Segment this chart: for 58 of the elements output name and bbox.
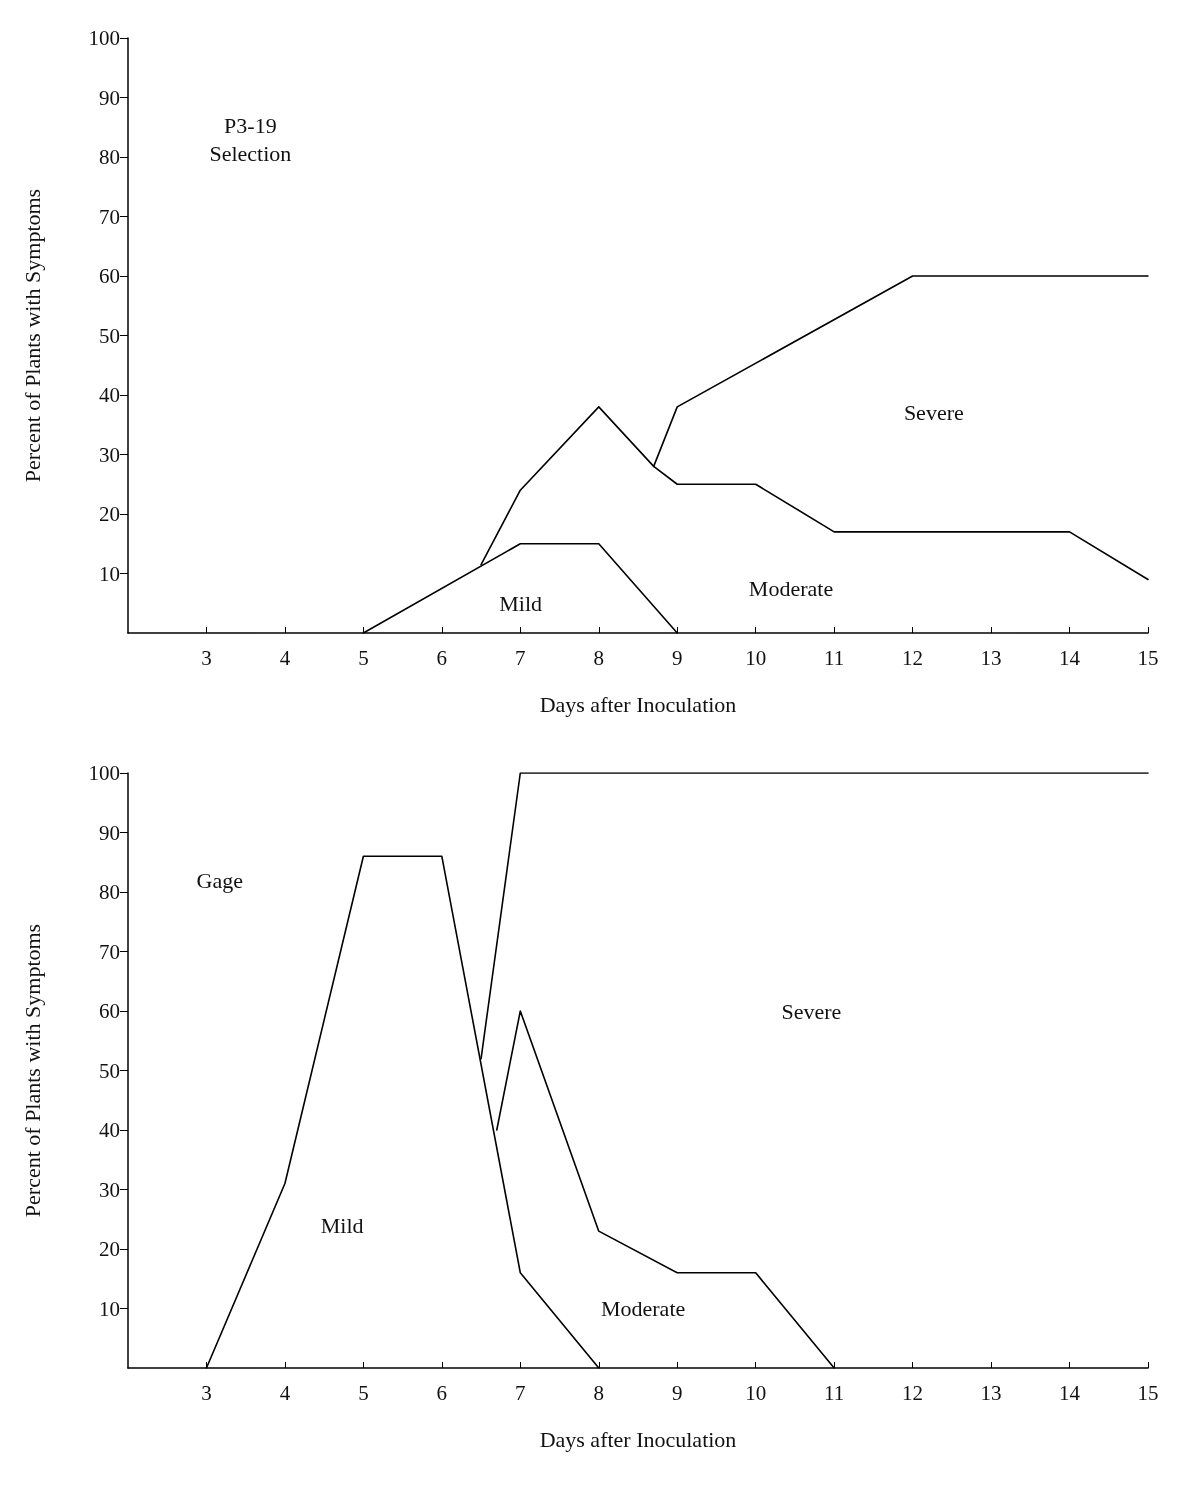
x-tick-label: 6	[436, 1380, 448, 1405]
x-tick-label: 12	[902, 645, 924, 670]
x-tick-label: 3	[201, 1380, 212, 1405]
y-tick-label: 90	[99, 820, 120, 845]
x-tick-label: 14	[1059, 645, 1081, 670]
y-tick-label: 70	[99, 939, 120, 964]
y-tick-label: 30	[99, 1177, 120, 1202]
y-tick-label: 20	[99, 1237, 120, 1261]
y-tick-label: 80	[99, 880, 120, 904]
y-tick-label: 20	[99, 502, 120, 526]
y-axis-title: Percent of Plants with Symptoms	[19, 923, 45, 1218]
y-tick-label: 10	[99, 561, 120, 586]
x-tick-label: 5	[358, 645, 369, 670]
x-tick-label: 4	[279, 645, 291, 670]
y-tick-label: 50	[99, 1058, 120, 1083]
x-tick-label: 12	[902, 1380, 924, 1405]
x-tick-label: 4	[279, 1380, 291, 1405]
x-tick-label: 5	[358, 1380, 369, 1405]
y-tick-label: 50	[99, 323, 120, 348]
x-tick-label: 9	[671, 1380, 683, 1405]
y-tick-label: 60	[99, 999, 120, 1023]
y-tick-label: 40	[99, 383, 120, 407]
x-tick-label: 14	[1059, 1380, 1081, 1405]
x-tick-label: 15	[1137, 1380, 1159, 1405]
x-tick-label: 10	[745, 1380, 767, 1405]
x-tick-label: 13	[980, 645, 1002, 670]
x-tick-label: 11	[824, 645, 845, 670]
y-tick-label: 60	[99, 264, 120, 288]
x-tick-label: 7	[515, 645, 526, 670]
x-tick-label: 6	[436, 645, 448, 670]
annotation: Severe	[781, 998, 842, 1024]
y-tick-label: 70	[99, 204, 120, 229]
x-tick-label: 7	[515, 1380, 526, 1405]
x-tick-label: 3	[201, 645, 212, 670]
y-tick-label: 10	[99, 1296, 120, 1321]
annotation: Moderate	[748, 575, 834, 601]
x-tick-label: 15	[1137, 645, 1159, 670]
x-tick-label: 11	[824, 1380, 845, 1405]
y-tick-label: 100	[88, 26, 120, 50]
x-tick-label: 13	[980, 1380, 1002, 1405]
y-tick-label: 90	[99, 85, 120, 110]
x-tick-label: 9	[671, 645, 683, 670]
y-tick-label: 30	[99, 442, 120, 467]
y-tick-label: 100	[88, 761, 120, 785]
x-tick-label: 8	[593, 1380, 605, 1405]
annotation: Mild	[320, 1212, 364, 1238]
annotation: P3-19 Selection	[209, 112, 292, 166]
y-tick-label: 80	[99, 145, 120, 169]
annotation: Gage	[196, 867, 244, 893]
x-tick-label: 10	[745, 645, 767, 670]
y-axis-title: Percent of Plants with Symptoms	[19, 188, 45, 483]
annotation: Mild	[499, 590, 543, 616]
y-tick-label: 40	[99, 1118, 120, 1142]
x-axis-title: Days after Inoculation	[539, 691, 737, 717]
x-tick-label: 8	[593, 645, 605, 670]
annotation: Severe	[903, 400, 964, 426]
annotation: Moderate	[600, 1296, 686, 1321]
x-axis-title: Days after Inoculation	[539, 1426, 737, 1452]
